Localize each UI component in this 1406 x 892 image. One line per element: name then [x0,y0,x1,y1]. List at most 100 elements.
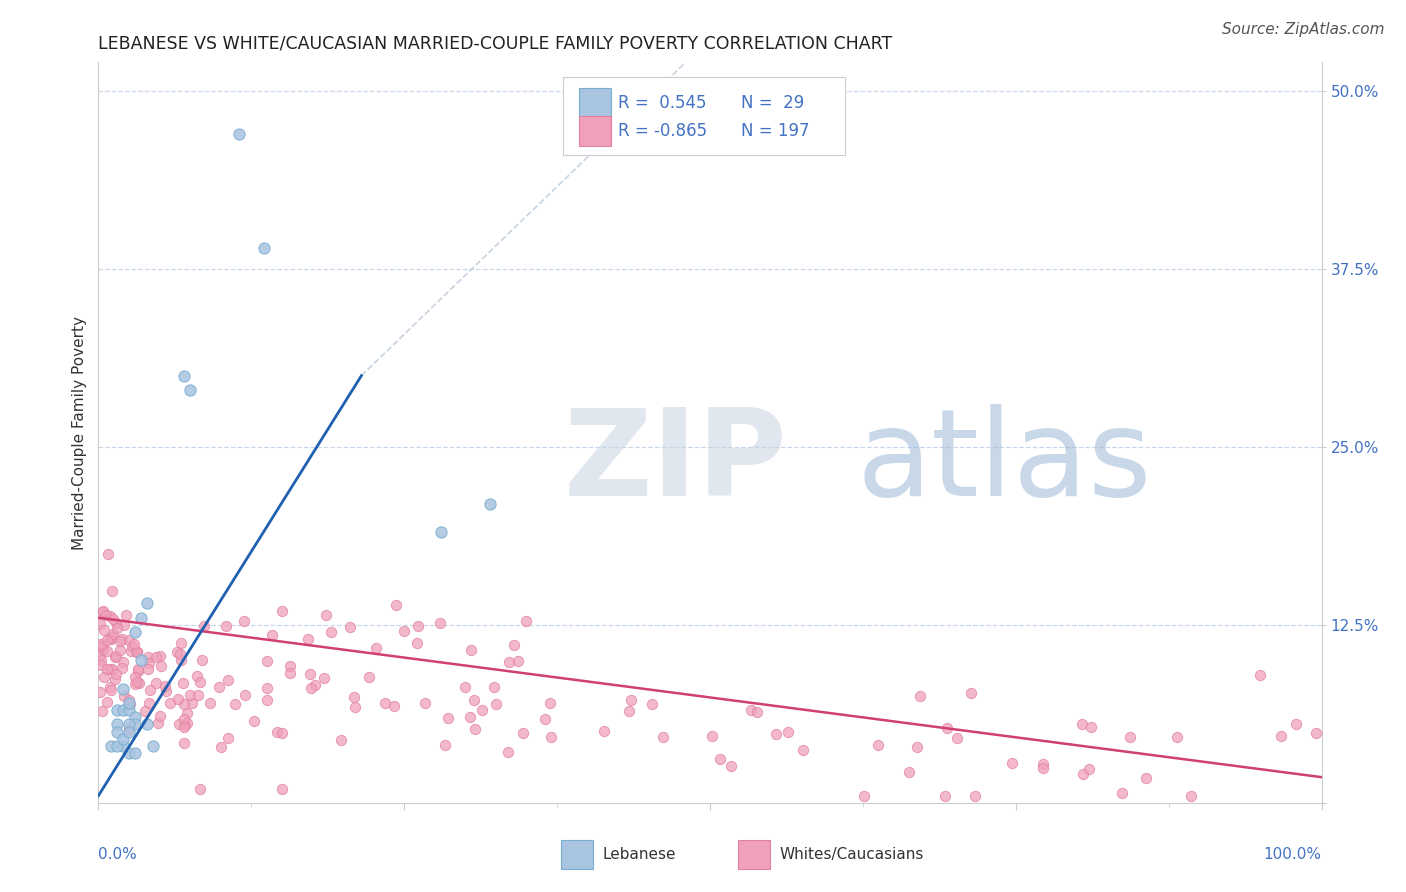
Point [155,679,177,693]
Point [464,722,486,736]
Point [136,717,159,731]
Point [176,716,198,731]
Point [792,743,814,757]
FancyBboxPatch shape [564,78,845,155]
Point [392,624,415,639]
Point [620,692,643,706]
Point [98,608,121,623]
Point [179,383,201,397]
Point [1111,786,1133,800]
Point [167,692,190,706]
Point [121,639,143,653]
Point [100,632,122,646]
Point [408,619,430,633]
Point [127,645,149,659]
Point [108,633,131,648]
Point [252,240,274,255]
Point [100,630,122,644]
Point [136,662,159,676]
Point [89,637,111,651]
Point [330,732,353,747]
Point [270,781,294,796]
Point [868,738,890,752]
Point [508,654,530,668]
Point [224,697,246,711]
Point [94,607,117,622]
Point [96,644,118,658]
Point [103,627,125,641]
Point [485,697,508,711]
Point [540,730,562,744]
Point [89,685,111,699]
Point [617,704,640,718]
Point [89,617,111,632]
Point [124,717,146,731]
Point [169,653,191,667]
FancyBboxPatch shape [579,88,612,118]
Y-axis label: Married-Couple Family Poverty: Married-Couple Family Poverty [72,316,87,549]
Point [112,655,135,669]
Point [149,659,172,673]
Point [266,725,288,739]
Point [188,781,211,796]
Point [101,612,124,626]
Point [256,681,278,695]
Point [200,696,222,710]
Point [1180,789,1202,803]
Point [134,704,156,718]
Point [104,666,127,681]
Point [96,695,118,709]
Point [217,731,239,745]
Point [138,650,160,665]
Point [125,645,148,659]
Point [778,725,800,739]
Point [91,641,114,656]
Point [498,745,520,759]
Point [111,703,134,717]
Point [118,696,141,710]
Point [118,693,141,707]
Point [115,607,138,622]
Point [120,644,142,658]
Point [242,714,264,729]
Point [105,717,128,731]
Text: Whites/Caucasians: Whites/Caucasians [780,847,924,863]
Point [458,710,481,724]
Point [127,662,149,676]
Point [96,662,118,676]
Point [149,648,172,663]
Point [97,547,120,561]
Point [110,661,132,675]
Point [118,723,141,737]
Point [745,706,768,720]
Point [1166,730,1188,744]
Text: 0.0%: 0.0% [98,847,138,863]
Point [700,729,723,743]
Point [104,650,127,665]
Point [167,717,190,731]
Point [357,670,380,684]
Point [179,688,201,702]
Point [315,608,337,623]
Point [122,638,145,652]
Point [105,703,128,717]
Point [118,703,141,717]
Point [145,650,167,665]
Point [186,669,208,683]
Point [959,686,981,700]
Point [897,765,920,780]
Point [120,697,142,711]
Point [945,731,967,745]
Point [765,727,787,741]
Point [217,673,239,688]
Point [1071,766,1094,780]
Point [136,597,159,611]
Point [463,693,485,707]
Point [260,628,283,642]
Point [93,624,115,638]
Point [98,680,121,694]
Text: Lebanese: Lebanese [602,847,676,863]
Point [1270,729,1292,743]
Point [105,649,128,664]
Point [173,368,195,383]
